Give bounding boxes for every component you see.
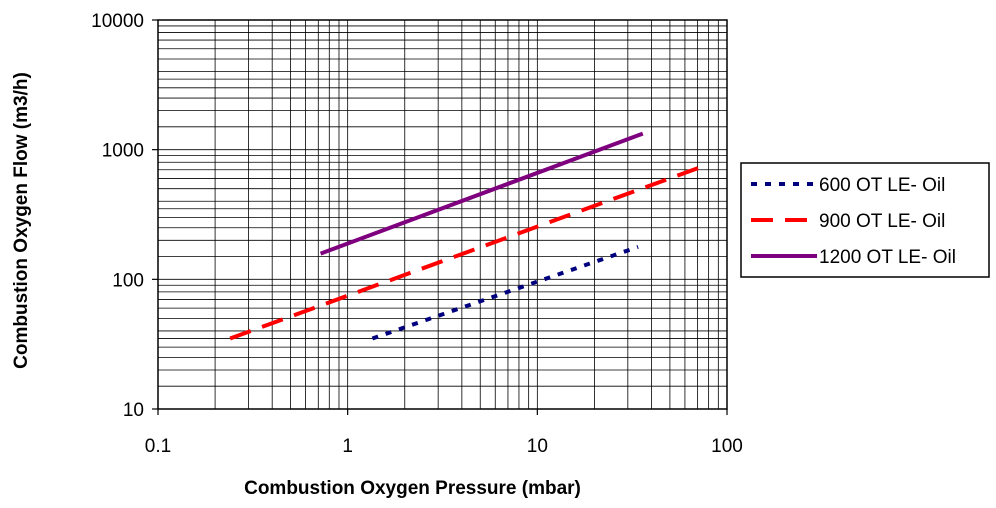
y-axis-title: Combustion Oxygen Flow (m3/h)	[11, 72, 32, 369]
y-tick-label: 1000	[102, 141, 144, 162]
series-layer	[229, 131, 701, 341]
series-line	[319, 131, 644, 256]
y-axis-ticks: 10 100 1000 10000	[91, 11, 158, 421]
x-tick-label: 10	[527, 436, 548, 457]
series-line	[229, 165, 701, 341]
x-tick-label: 1	[342, 436, 353, 457]
plot-area	[157, 19, 728, 410]
grid	[158, 20, 727, 409]
legend-label: 1200 OT LE- Oil	[819, 247, 956, 268]
x-axis-title: Combustion Oxygen Pressure (mbar)	[244, 478, 581, 499]
x-tick-label: 100	[711, 436, 743, 457]
x-axis-ticks: 0.1 1 10 100	[145, 409, 743, 457]
y-tick-label: 10	[123, 400, 144, 421]
y-tick-label: 10000	[91, 11, 144, 32]
series-line	[371, 245, 639, 341]
y-tick-label: 100	[112, 270, 144, 291]
legend-label: 600 OT LE- Oil	[819, 175, 945, 196]
legend-label: 900 OT LE- Oil	[819, 211, 945, 232]
x-tick-label: 0.1	[145, 436, 171, 457]
legend: 600 OT LE- Oil 900 OT LE- Oil 1200 OT LE- …	[740, 162, 990, 278]
